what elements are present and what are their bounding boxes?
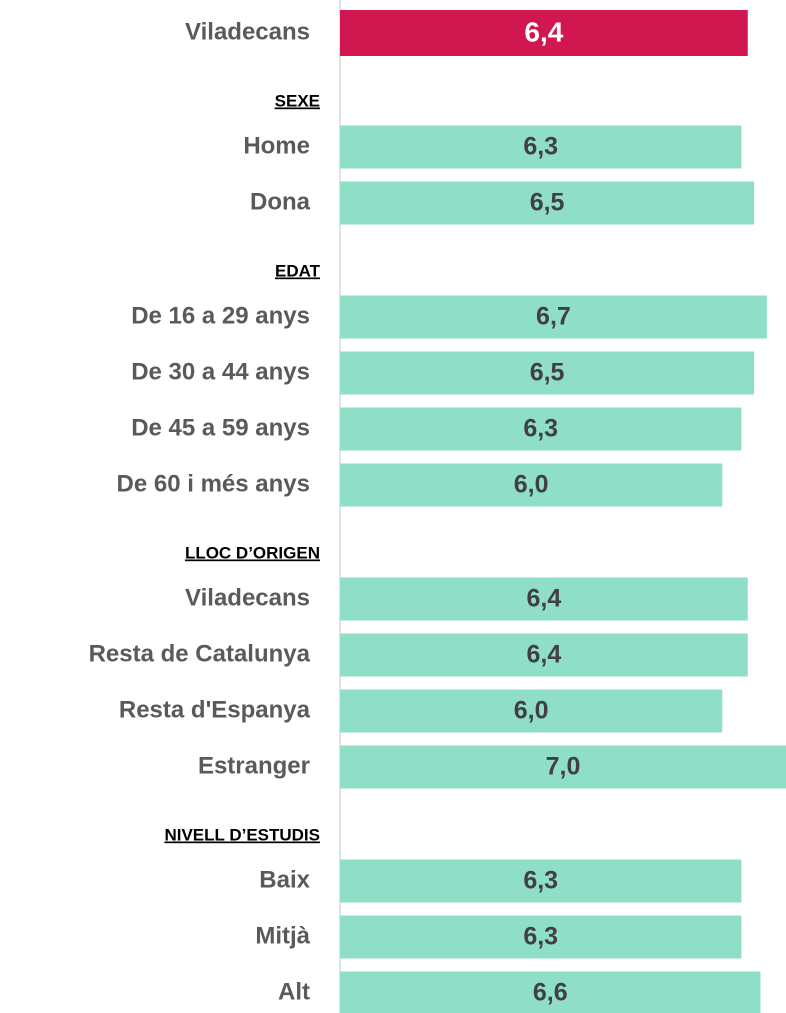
category-label: Resta de Catalunya bbox=[89, 640, 311, 667]
category-label: Home bbox=[243, 132, 310, 159]
value-label: 6,5 bbox=[530, 189, 565, 217]
bar bbox=[340, 915, 742, 959]
value-label: 6,4 bbox=[524, 16, 563, 47]
value-label: 6,3 bbox=[523, 923, 558, 951]
value-label: 6,5 bbox=[530, 359, 565, 387]
category-label: Dona bbox=[250, 188, 311, 215]
bar bbox=[340, 407, 742, 451]
group-header: EDAT bbox=[275, 261, 321, 280]
bar bbox=[340, 351, 755, 395]
value-label: 6,0 bbox=[514, 471, 549, 499]
value-label: 7,0 bbox=[546, 753, 581, 781]
category-label: De 60 i més anys bbox=[117, 470, 310, 497]
group-header: LLOC D’ORIGEN bbox=[185, 543, 320, 562]
bar bbox=[340, 295, 767, 339]
value-label: 6,6 bbox=[533, 979, 568, 1007]
bar bbox=[340, 971, 761, 1013]
category-label: De 16 a 29 anys bbox=[131, 302, 310, 329]
group-header: NIVELL D’ESTUDIS bbox=[164, 825, 320, 844]
value-label: 6,3 bbox=[523, 133, 558, 161]
bar bbox=[340, 10, 748, 56]
category-label: De 45 a 59 anys bbox=[131, 414, 310, 441]
bar bbox=[340, 633, 748, 677]
bar bbox=[340, 463, 723, 507]
bar bbox=[340, 125, 742, 169]
category-label: Baix bbox=[259, 866, 310, 893]
category-label: Alt bbox=[278, 978, 310, 1005]
group-header: SEXE bbox=[275, 91, 320, 110]
value-label: 6,3 bbox=[523, 867, 558, 895]
category-label: Estranger bbox=[198, 752, 310, 779]
category-label: Viladecans bbox=[185, 584, 310, 611]
category-label: De 30 a 44 anys bbox=[131, 358, 310, 385]
value-label: 6,7 bbox=[536, 303, 571, 331]
value-label: 6,3 bbox=[523, 415, 558, 443]
bar bbox=[340, 577, 748, 621]
category-label: Mitjà bbox=[255, 922, 310, 949]
bar bbox=[340, 745, 786, 789]
bar bbox=[340, 181, 755, 225]
category-label: Viladecans bbox=[185, 18, 310, 45]
category-label: Resta d'Espanya bbox=[119, 696, 311, 723]
value-label: 6,0 bbox=[514, 697, 549, 725]
bar bbox=[340, 689, 723, 733]
bar bbox=[340, 859, 742, 903]
value-label: 6,4 bbox=[527, 641, 562, 669]
value-label: 6,4 bbox=[527, 585, 562, 613]
